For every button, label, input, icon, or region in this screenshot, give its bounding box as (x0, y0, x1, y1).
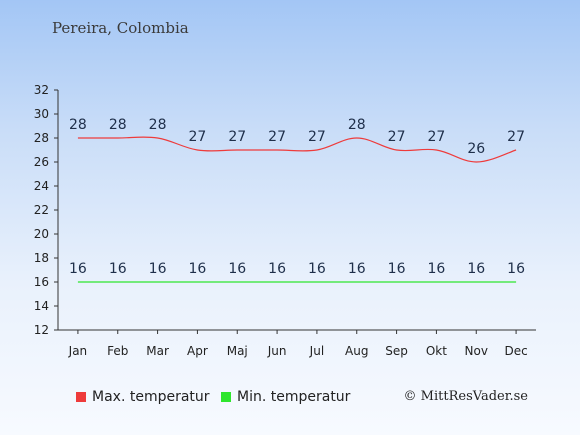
data-label-min: 16 (69, 261, 87, 277)
data-label-min: 16 (189, 261, 207, 277)
data-label-max: 27 (308, 129, 326, 145)
x-tick-label: Apr (187, 344, 208, 358)
x-tick-label: Dec (504, 344, 527, 358)
x-tick-label: Jun (267, 344, 287, 358)
data-label-max: 28 (109, 117, 127, 133)
data-label-min: 16 (507, 261, 525, 277)
data-label-min: 16 (109, 261, 127, 277)
legend-min-swatch (221, 392, 231, 402)
x-tick-label: Jul (309, 344, 324, 358)
data-label-max: 28 (149, 117, 167, 133)
data-label-min: 16 (149, 261, 167, 277)
data-label-max: 26 (467, 141, 485, 157)
y-tick-label: 30 (34, 107, 49, 121)
chart-title: Pereira, Colombia (52, 19, 189, 37)
legend-min: Min. temperatur (221, 389, 350, 405)
data-label-max: 27 (428, 129, 446, 145)
series-line-max (77, 136, 517, 163)
y-tick-label: 14 (34, 299, 49, 313)
data-label-max: 28 (348, 117, 366, 133)
legend-max-swatch (76, 392, 86, 402)
y-tick-label: 16 (34, 275, 49, 289)
legend-min-label: Min. temperatur (237, 389, 351, 405)
y-tick-label: 26 (34, 155, 49, 169)
legend-max-label: Max. temperatur (92, 389, 210, 405)
data-label-min: 16 (428, 261, 446, 277)
y-tick-label: 20 (34, 227, 49, 241)
y-tick-label: 22 (34, 203, 49, 217)
y-tick-label: 32 (34, 83, 49, 97)
data-label-max: 27 (507, 129, 525, 145)
y-tick-label: 24 (34, 179, 49, 193)
x-tick-label: Feb (107, 344, 128, 358)
legend-max: Max. temperatur (76, 389, 210, 405)
data-label-min: 16 (308, 261, 326, 277)
x-tick-label: Maj (227, 344, 248, 358)
data-label-max: 28 (69, 117, 87, 133)
data-label-min: 16 (388, 261, 406, 277)
y-tick-label: 12 (34, 323, 49, 337)
data-label-max: 27 (388, 129, 406, 145)
data-label-min: 16 (348, 261, 366, 277)
x-tick-label: Jan (68, 344, 88, 358)
y-tick-label: 18 (34, 251, 49, 265)
data-label-max: 27 (189, 129, 207, 145)
x-tick-label: Nov (465, 344, 488, 358)
source-credit: © MittResVader.se (403, 389, 528, 404)
data-label-min: 16 (228, 261, 246, 277)
data-label-min: 16 (268, 261, 286, 277)
data-label-max: 27 (228, 129, 246, 145)
data-label-min: 16 (467, 261, 485, 277)
x-tick-label: Okt (426, 344, 447, 358)
x-tick-label: Sep (385, 344, 408, 358)
x-tick-label: Mar (146, 344, 169, 358)
y-tick-label: 28 (34, 131, 49, 145)
data-label-max: 27 (268, 129, 286, 145)
x-tick-label: Aug (345, 344, 368, 358)
